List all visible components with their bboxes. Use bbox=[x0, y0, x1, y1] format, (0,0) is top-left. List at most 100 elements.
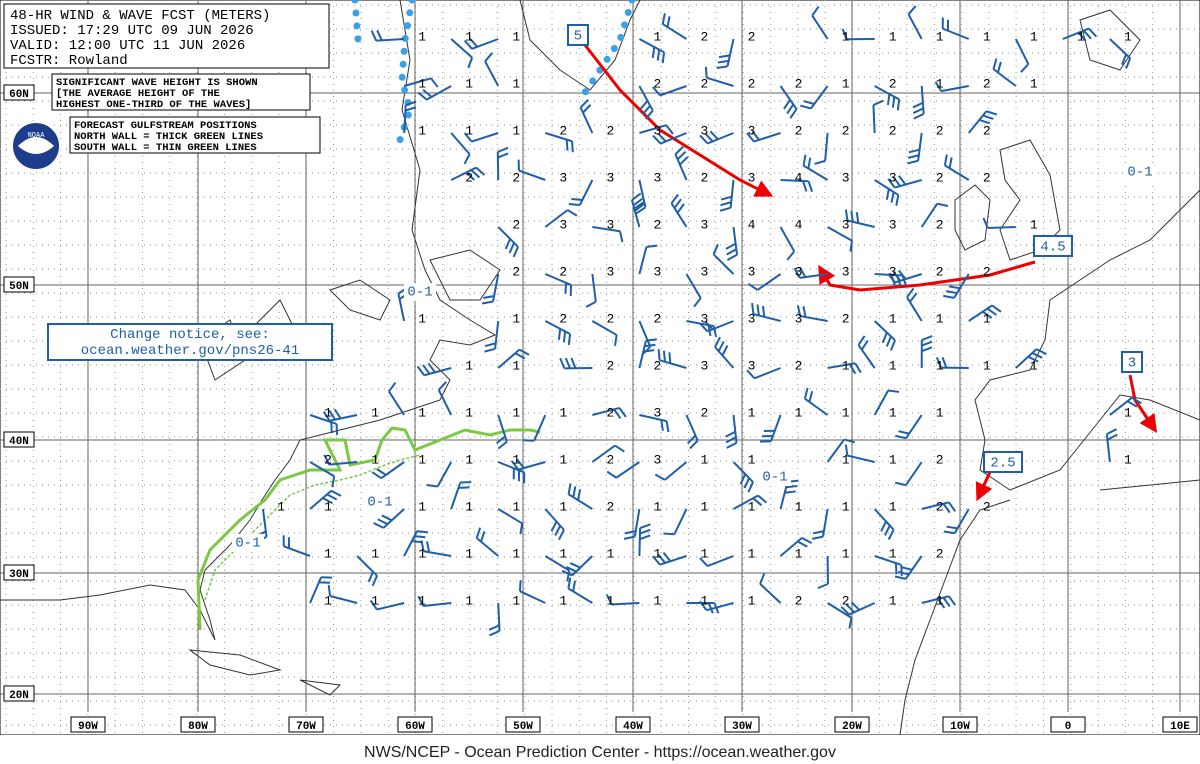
barb-flag bbox=[420, 540, 425, 552]
barb-flag bbox=[465, 171, 476, 181]
barb-flag bbox=[668, 352, 672, 364]
wave-height: 1 bbox=[559, 405, 567, 420]
barb-flag bbox=[895, 194, 900, 206]
barb-staff bbox=[673, 508, 688, 535]
barb-flag bbox=[322, 497, 333, 505]
wave-height: 1 bbox=[418, 499, 426, 514]
barb-staff bbox=[638, 527, 642, 557]
barb-flag bbox=[606, 470, 617, 479]
barb-flag bbox=[482, 300, 494, 305]
wave-height: 2 bbox=[559, 264, 567, 279]
barb-staff bbox=[811, 15, 829, 40]
wave-height: 2 bbox=[983, 123, 991, 138]
barb-flag bbox=[570, 357, 577, 369]
barb-flag bbox=[651, 46, 656, 58]
range-label-bg bbox=[364, 493, 396, 511]
barb-flag bbox=[803, 100, 815, 105]
barb-flag bbox=[405, 100, 417, 106]
barb-flag bbox=[786, 103, 795, 115]
barb-staff bbox=[437, 389, 453, 416]
barb-flag bbox=[801, 180, 808, 192]
barb-flag bbox=[550, 521, 558, 532]
barb-flag bbox=[679, 156, 689, 166]
wave-height: 1 bbox=[748, 405, 756, 420]
wave-height: 1 bbox=[701, 499, 709, 514]
barb-staff bbox=[497, 508, 523, 525]
barb-flag bbox=[880, 520, 887, 532]
barb-flag bbox=[860, 339, 869, 351]
barb-flag bbox=[514, 352, 526, 360]
wave-height: 3 bbox=[748, 264, 756, 279]
barb-staff bbox=[329, 595, 358, 604]
barb-flag bbox=[567, 333, 572, 346]
wave-height: 1 bbox=[701, 593, 709, 608]
barb-flag bbox=[840, 606, 850, 616]
barb-flag bbox=[674, 145, 685, 155]
wave-height: 2 bbox=[842, 593, 850, 608]
barb-flag bbox=[814, 159, 826, 165]
notice-link: ocean.weather.gov/pns26-41 bbox=[81, 343, 299, 359]
barb-flag bbox=[632, 198, 643, 207]
wave-height: 1 bbox=[324, 499, 332, 514]
barb-flag bbox=[812, 530, 825, 535]
barb-staff bbox=[388, 390, 405, 416]
lat-label: 20N bbox=[9, 690, 29, 702]
header-line: FCSTR: Rowland bbox=[10, 53, 128, 69]
barb-flag bbox=[572, 486, 577, 498]
wave-height: 1 bbox=[465, 358, 473, 373]
barb-staff bbox=[659, 85, 687, 97]
wave-height: 3 bbox=[701, 123, 709, 138]
wave-height: 2 bbox=[606, 499, 614, 514]
barb-flag bbox=[699, 600, 708, 611]
wave-height: 1 bbox=[983, 358, 991, 373]
barb-flag bbox=[665, 124, 674, 135]
barb-staff bbox=[920, 203, 939, 228]
barb-staff bbox=[329, 461, 358, 466]
wave-height: 1 bbox=[559, 452, 567, 467]
barb-flag bbox=[484, 52, 493, 62]
barb-flag bbox=[414, 535, 426, 539]
storm-box bbox=[1121, 351, 1143, 373]
wind-barbs bbox=[255, 5, 1142, 637]
barb-flag bbox=[921, 335, 933, 341]
barb-flag bbox=[328, 409, 337, 421]
barb-staff bbox=[591, 320, 618, 336]
wave-height: 3 bbox=[889, 264, 897, 279]
barb-flag bbox=[943, 154, 948, 166]
barb-flag bbox=[475, 527, 482, 539]
barb-flag bbox=[558, 529, 565, 541]
barb-staff bbox=[639, 124, 667, 134]
barb-flag bbox=[802, 306, 807, 318]
barb-flag bbox=[335, 423, 339, 435]
barb-flag bbox=[721, 345, 729, 356]
barb-flag bbox=[571, 198, 583, 202]
barb-flag bbox=[660, 419, 664, 431]
wave-height: 1 bbox=[889, 546, 897, 561]
barb-flag bbox=[855, 212, 860, 224]
range-label-bg bbox=[1124, 163, 1156, 181]
wave-height: 1 bbox=[889, 405, 897, 420]
barb-flag bbox=[1077, 32, 1087, 42]
barb-flag bbox=[726, 253, 738, 261]
wave-height: 2 bbox=[512, 264, 520, 279]
wave-height: 2 bbox=[606, 123, 614, 138]
wave-height: 1 bbox=[465, 405, 473, 420]
barb-flag bbox=[887, 273, 896, 284]
wave-height: 2 bbox=[512, 217, 520, 232]
barb-flag bbox=[803, 387, 809, 399]
barb-staff bbox=[826, 438, 846, 463]
barb-flag bbox=[889, 339, 896, 351]
wave-height: 2 bbox=[701, 405, 709, 420]
barb-flag bbox=[898, 430, 910, 435]
barb-flag bbox=[849, 240, 853, 252]
barb-flag bbox=[497, 440, 508, 450]
wave-height: 2 bbox=[606, 405, 614, 420]
wave-height: 3 bbox=[795, 264, 803, 279]
barb-flag bbox=[943, 294, 955, 299]
wave-note-box bbox=[51, 73, 311, 111]
barb-flag bbox=[941, 357, 948, 369]
lon-label: 50W bbox=[513, 721, 533, 733]
barb-flag bbox=[937, 598, 946, 609]
gulfstream-note: FORECAST GULFSTREAM POSITIONS bbox=[74, 120, 257, 132]
barb-flag bbox=[857, 335, 866, 346]
